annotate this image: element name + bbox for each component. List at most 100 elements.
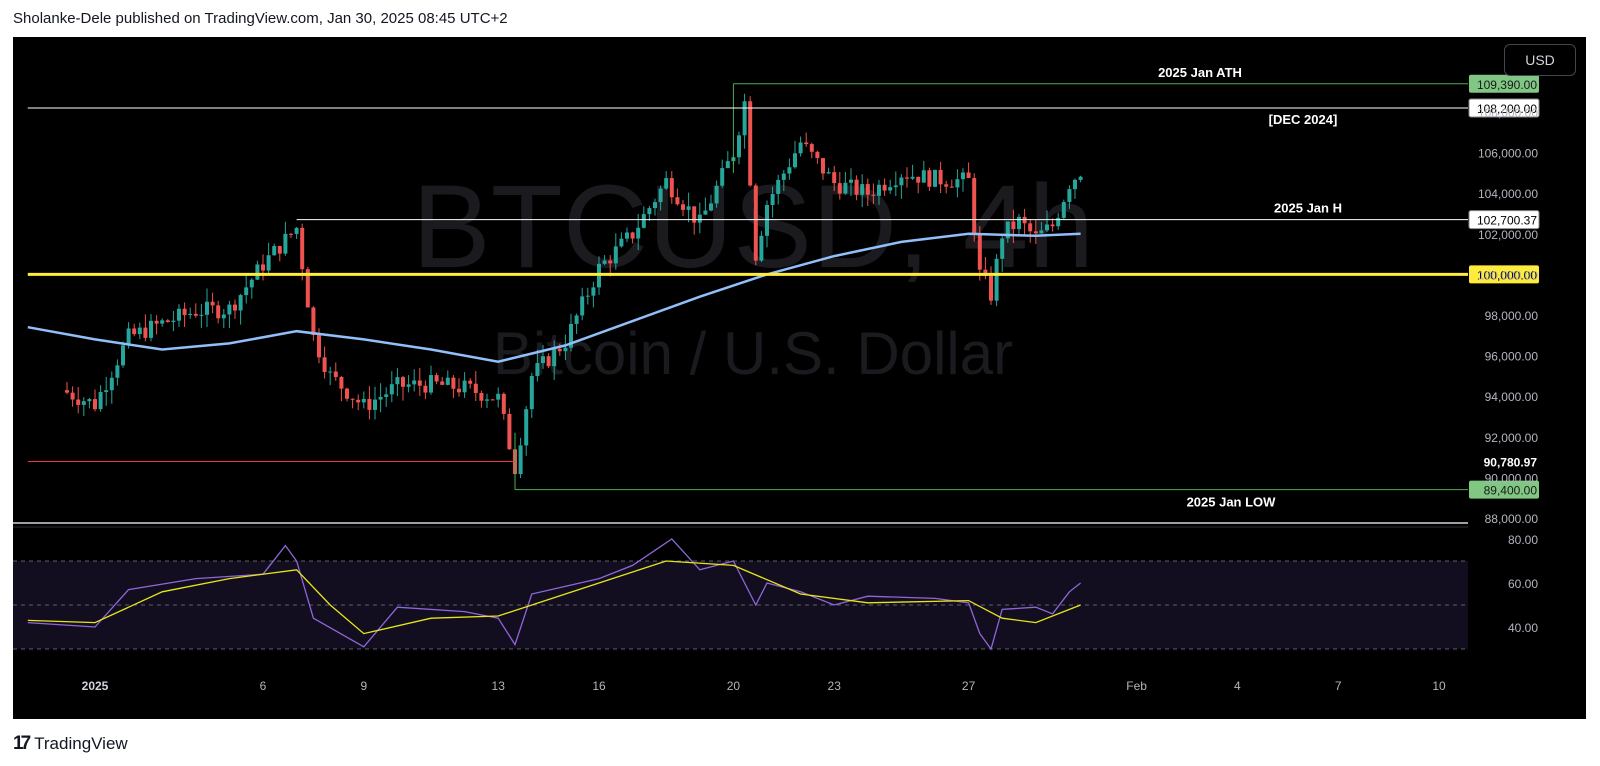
candle-body (1028, 223, 1033, 232)
level-price-label: 89,400.00 (1484, 484, 1538, 498)
candle-body (966, 172, 971, 178)
currency-button[interactable]: USD (1504, 44, 1576, 76)
candle-body (832, 172, 837, 184)
candle-body (664, 178, 669, 189)
candle-body (272, 246, 277, 256)
candle-body (720, 168, 725, 186)
level-price-label: 100,000.00 (1477, 268, 1537, 282)
chart-svg[interactable]: BTCUSD, 4h Bitcoin / U.S. Dollar 2025 Ja… (13, 37, 1586, 719)
candle-body (1061, 201, 1066, 218)
candle-body (289, 233, 293, 235)
time-tick-label: 7 (1335, 679, 1342, 693)
time-tick-label: 9 (360, 679, 367, 693)
level-price-tag (1468, 98, 1540, 118)
candle-body (205, 301, 209, 315)
level-label: [DEC 2024] (1269, 112, 1338, 127)
price-tick-label: 108,000.00 (1478, 106, 1538, 120)
candle-body (406, 384, 411, 387)
time-tick-label: 6 (260, 679, 267, 693)
candle-body (669, 178, 674, 198)
candle-body (177, 308, 181, 321)
candle-body (1045, 224, 1049, 231)
watermark-symbol: BTCUSD, 4h (412, 161, 1094, 293)
level-price-tag (1469, 74, 1539, 93)
candle-body (389, 384, 394, 395)
candle-body (860, 184, 865, 195)
level-price-tag (1469, 265, 1539, 284)
candle-body (681, 204, 685, 210)
level-label: 2025 Jan LOW (1187, 495, 1277, 510)
candle-body (238, 295, 243, 311)
candle-body (647, 208, 652, 215)
candle-body (697, 214, 702, 223)
candle-body (322, 357, 327, 373)
candle-body (350, 398, 355, 400)
candle-body (837, 183, 842, 194)
time-tick-label: 13 (492, 679, 506, 693)
candle-body (709, 203, 713, 211)
candle-body (283, 233, 288, 254)
candle-body (339, 377, 344, 389)
candle-body (608, 260, 613, 264)
candle-body (87, 399, 92, 402)
candle-body (216, 305, 221, 319)
candle-body (261, 264, 265, 271)
time-tick-label: 4 (1234, 679, 1241, 693)
candle-body (429, 375, 433, 393)
candle-body (518, 445, 523, 475)
rsi-panel (27, 538, 1082, 651)
candle-body (1067, 189, 1072, 202)
candle-body (501, 393, 506, 414)
time-tick-label: 27 (962, 679, 976, 693)
candle-body (311, 307, 316, 336)
candle-body (115, 365, 120, 378)
candle-body (255, 264, 260, 280)
candle-body (882, 184, 887, 191)
candle-body (395, 377, 400, 385)
candle-body (109, 377, 114, 391)
candle-body (585, 295, 590, 297)
candle-body (703, 210, 708, 215)
candle-body (826, 172, 831, 174)
candle-body (244, 287, 249, 296)
candle-body (602, 260, 607, 264)
candle-body (748, 101, 753, 186)
candle-body (445, 377, 450, 385)
candle-body (1056, 217, 1061, 227)
candle-body (1050, 224, 1055, 227)
candle-body (76, 399, 81, 405)
chart-area[interactable]: BTCUSD, 4h Bitcoin / U.S. Dollar 2025 Ja… (13, 37, 1586, 719)
candle-body (1033, 231, 1038, 234)
candle-body (692, 206, 697, 223)
candle-body (462, 380, 467, 393)
candle-body (490, 399, 495, 401)
moving-average (27, 232, 1081, 363)
candle-body (188, 313, 193, 316)
rsi-line (27, 538, 1082, 651)
candle-body (440, 381, 445, 385)
candle-body (300, 227, 305, 270)
candle-body (126, 328, 131, 346)
level-price-tag (1468, 210, 1540, 230)
candle-body (888, 187, 893, 191)
candle-body (412, 380, 417, 385)
candle-body (983, 269, 988, 276)
candle-body (899, 177, 904, 186)
time-tick-label: 2025 (82, 679, 109, 693)
candle-body (221, 314, 226, 319)
price-tick-label: 104,000.00 (1478, 187, 1538, 201)
candle-body (613, 246, 618, 264)
candle-body (1011, 221, 1016, 230)
candle-body (972, 177, 977, 235)
candle-body (496, 393, 501, 400)
watermark: BTCUSD, 4h Bitcoin / U.S. Dollar (412, 161, 1094, 387)
candle-body (977, 234, 982, 270)
candle-body (451, 377, 456, 389)
price-tick-label: 88,000.00 (1485, 512, 1539, 526)
candle-body (781, 173, 786, 180)
candle-body (961, 172, 965, 180)
candle-body (1073, 179, 1077, 190)
price-tick-label: 94,000.00 (1485, 390, 1539, 404)
candle-body (787, 167, 792, 174)
candle-body (171, 320, 176, 322)
